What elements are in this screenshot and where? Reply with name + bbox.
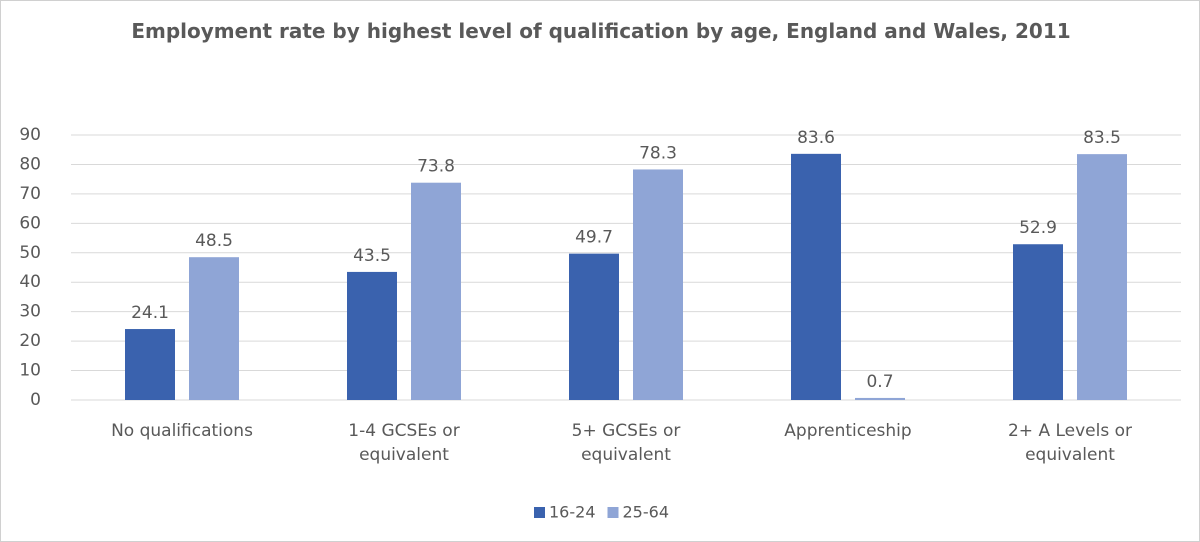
y-tick-label: 10 [19,361,41,381]
data-label: 24.1 [131,303,169,323]
bar [347,271,397,400]
data-label: 52.9 [1019,218,1057,238]
x-tick-label: 1-4 GCSEs or equivalent [348,421,460,465]
y-tick-label: 60 [19,213,41,233]
bar [569,253,619,400]
legend-label: 25-64 [623,503,670,522]
data-label: 48.5 [195,231,233,251]
data-label: 0.7 [866,372,893,392]
y-tick-label: 20 [19,331,41,351]
data-label: 73.8 [417,157,455,177]
y-tick-label: 90 [19,125,41,145]
legend-label: 16-24 [549,503,596,522]
bar [1013,244,1063,400]
y-tick-label: 80 [19,154,41,174]
x-tick-label: No qualifications [111,421,253,441]
bar [411,182,461,400]
bar [189,257,239,400]
bar [855,397,905,400]
x-tick-label: Apprenticeship [784,421,912,441]
bar [1077,154,1127,400]
x-tick-label: 5+ GCSEs or equivalent [571,421,681,465]
y-tick-label: 70 [19,184,41,204]
y-tick-label: 40 [19,272,41,292]
data-label: 43.5 [353,246,391,266]
legend-swatch [607,507,619,518]
bar [125,329,175,400]
y-tick-label: 50 [19,243,41,263]
chart-title: Employment rate by highest level of qual… [131,19,1071,43]
bar [791,153,841,400]
y-tick-label: 30 [19,302,41,322]
data-label: 83.5 [1083,128,1121,148]
data-label: 83.6 [797,128,835,148]
data-label: 49.7 [575,228,613,248]
x-tick-label: 2+ A Levels or equivalent [1007,421,1133,465]
data-label: 78.3 [639,143,677,163]
y-tick-label: 0 [30,390,41,410]
legend-swatch [534,507,545,518]
bar [633,169,683,400]
